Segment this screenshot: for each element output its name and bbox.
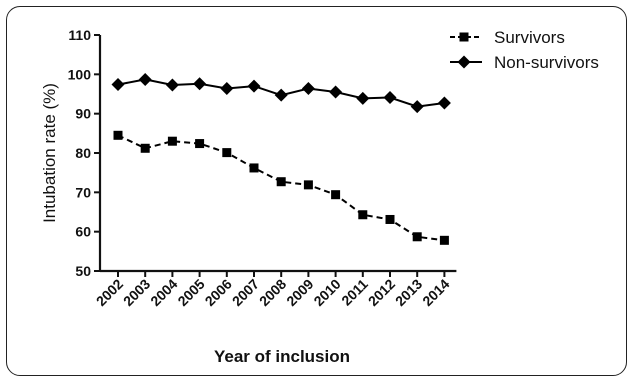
data-point: [276, 177, 286, 187]
x-tick-label: 2009: [283, 276, 316, 309]
data-point: [385, 214, 395, 224]
x-tick-label: 2006: [202, 276, 235, 309]
legend-marker: [459, 32, 469, 42]
x-tick-label: 2003: [120, 276, 153, 309]
x-tick-label: 2007: [229, 276, 262, 309]
data-point: [222, 148, 232, 158]
data-point: [331, 190, 341, 200]
x-tick-label: 2005: [174, 276, 207, 309]
legend: Survivors Non-survivors: [450, 28, 599, 72]
x-tick-label: 2010: [310, 276, 343, 309]
y-tick-label: 100: [68, 66, 92, 82]
series-non-survivors: [111, 72, 451, 114]
y-axis-title: Intubation rate (%): [40, 83, 59, 223]
x-tick-label: 2008: [256, 276, 289, 309]
legend-marker: [457, 55, 471, 69]
legend-entry: Non-survivors: [450, 53, 599, 72]
y-tick-label: 60: [75, 224, 91, 240]
y-tick-label: 50: [75, 263, 91, 279]
data-point: [410, 100, 424, 114]
data-point: [437, 96, 451, 110]
series-survivors: [113, 130, 449, 245]
y-tick-label: 80: [75, 145, 91, 161]
y-tick-label: 110: [68, 27, 91, 43]
tick-labels: 50 60 70 80 90 100 110 200220032004200520062007…: [68, 27, 453, 309]
legend-entry: Survivors: [450, 28, 565, 47]
data-point: [193, 77, 207, 91]
series-layer: [111, 72, 451, 245]
data-point: [356, 91, 370, 105]
line-chart: 50 60 70 80 90 100 110 200220032004200520062007…: [40, 27, 599, 366]
x-tick-label: 2013: [392, 276, 425, 309]
data-point: [195, 139, 205, 149]
x-tick-label: 2012: [365, 276, 398, 309]
data-point: [111, 78, 125, 92]
data-point: [358, 210, 368, 220]
data-point: [247, 79, 261, 93]
data-point: [383, 91, 397, 105]
data-point: [301, 81, 315, 95]
data-point: [439, 235, 449, 245]
axes: [94, 34, 457, 277]
data-point: [412, 232, 422, 242]
data-point: [140, 143, 150, 153]
data-point: [249, 163, 259, 173]
x-axis-title: Year of inclusion: [214, 347, 350, 366]
y-tick-label: 90: [75, 106, 91, 122]
legend-label: Non-survivors: [494, 53, 599, 72]
data-point: [274, 88, 288, 102]
data-point: [303, 180, 313, 190]
data-point: [138, 72, 152, 86]
data-point: [165, 78, 179, 92]
data-point: [167, 136, 177, 146]
data-point: [113, 130, 123, 140]
x-tick-label: 2014: [419, 276, 452, 309]
y-tick-label: 70: [75, 184, 91, 200]
data-point: [220, 81, 234, 95]
series-line: [117, 134, 445, 242]
legend-label: Survivors: [494, 28, 565, 47]
x-tick-label: 2004: [147, 276, 180, 309]
data-point: [329, 85, 343, 99]
x-tick-label: 2011: [338, 276, 371, 309]
x-tick-label: 2002: [93, 276, 126, 309]
chart-frame: [6, 6, 627, 376]
